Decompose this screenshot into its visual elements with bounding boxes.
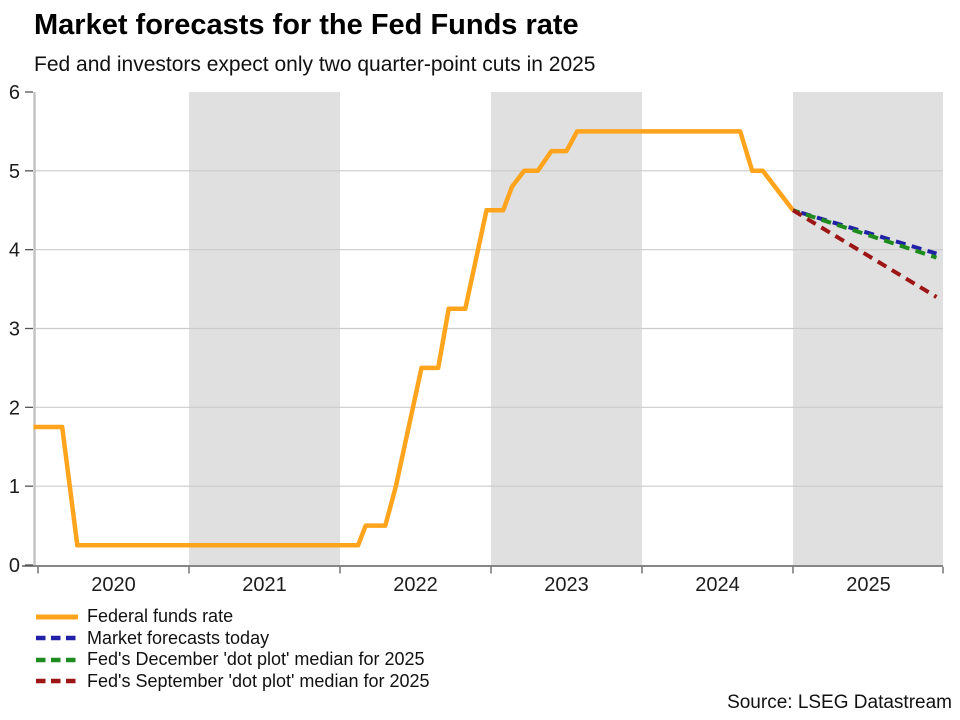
legend-label: Market forecasts today: [87, 627, 270, 648]
legend-item-september-dot-plot: Fed's September 'dot plot' median for 20…: [35, 671, 430, 693]
september-dot-plot-line-sample: [36, 679, 78, 684]
y-axis-tick-label: 5: [9, 161, 20, 183]
chart-subtitle: Fed and investors expect only two quarte…: [34, 53, 596, 76]
federal-funds-rate-line-sample: [36, 614, 78, 620]
x-axis-tick-label: 2021: [242, 574, 287, 596]
y-axis-tick-label: 0: [9, 555, 20, 577]
chart-title: Market forecasts for the Fed Funds rate: [34, 9, 579, 41]
legend-label: Fed's December 'dot plot' median for 202…: [87, 649, 425, 670]
legend-item-market-forecasts: Market forecasts today: [35, 628, 430, 650]
legend-item-federal-funds-rate: Federal funds rate: [35, 606, 430, 628]
y-axis-tick-label: 1: [9, 476, 20, 498]
series-line-1: [792, 208, 938, 256]
x-axis-tick-label: 2022: [393, 574, 438, 596]
x-axis-tick-label: 2024: [695, 574, 740, 596]
y-axis-tick-label: 2: [9, 397, 20, 419]
y-axis-tick-label: 3: [9, 319, 20, 341]
x-axis-tick-label: 2023: [544, 574, 589, 596]
market-forecasts-line-sample: [36, 636, 78, 641]
x-axis-tick-label: 2020: [91, 574, 136, 596]
chart-legend: Federal funds rate Market forecasts toda…: [35, 606, 430, 692]
x-axis-tick-label: 2025: [846, 574, 891, 596]
legend-label: Fed's September 'dot plot' median for 20…: [87, 670, 430, 691]
legend-item-december-dot-plot: Fed's December 'dot plot' median for 202…: [35, 649, 430, 671]
y-axis-tick-label: 6: [9, 82, 20, 104]
legend-label: Federal funds rate: [87, 606, 234, 627]
series-line-0: [33, 129, 795, 548]
y-axis-tick-label: 4: [9, 240, 20, 262]
series-line-3: [791, 208, 938, 299]
december-dot-plot-line-sample: [36, 657, 78, 662]
source-note: Source: LSEG Datastream: [727, 692, 952, 713]
